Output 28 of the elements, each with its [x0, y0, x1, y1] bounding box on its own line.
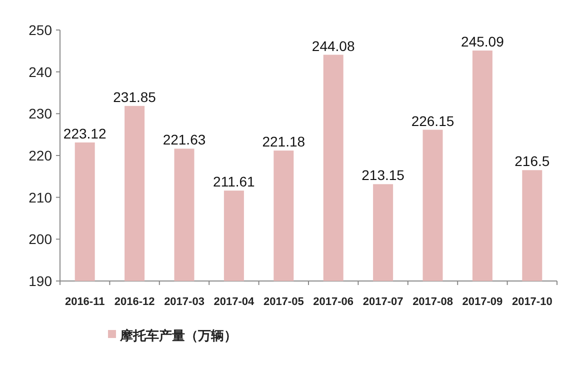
x-tick-label: 2017-08: [412, 296, 453, 308]
data-label: 221.18: [262, 134, 306, 150]
y-tick-label: 250: [28, 22, 52, 38]
data-label: 223.12: [63, 125, 106, 142]
data-label: 221.63: [162, 132, 206, 148]
data-label: 245.09: [461, 34, 504, 50]
x-tick-label: 2016-12: [114, 296, 155, 308]
x-tick-label: 2017-04: [214, 296, 256, 308]
data-label: 226.15: [411, 112, 454, 129]
data-label: 216.5: [514, 153, 550, 170]
legend-label: 摩托车产量（万辆）: [119, 328, 237, 343]
x-tick-label: 2016-11: [64, 296, 105, 308]
x-tick-label: 2017-09: [462, 296, 503, 308]
data-label: 213.15: [362, 167, 405, 184]
data-label: 211.61: [213, 174, 256, 190]
y-tick-label: 230: [28, 106, 52, 122]
x-tick-label: 2017-06: [313, 296, 354, 308]
y-tick-label: 200: [28, 231, 52, 248]
data-label: 244.08: [312, 38, 355, 54]
y-tick-label: 190: [28, 273, 52, 289]
y-tick-label: 220: [28, 148, 52, 164]
y-tick-label: 240: [28, 64, 52, 80]
y-tick-label: 210: [28, 189, 52, 206]
x-tick-label: 2017-05: [263, 296, 304, 308]
x-tick-label: 2017-10: [512, 296, 552, 308]
data-label: 231.85: [113, 88, 156, 105]
x-tick-label: 2017-03: [164, 296, 204, 308]
x-tick-label: 2017-07: [362, 296, 404, 308]
